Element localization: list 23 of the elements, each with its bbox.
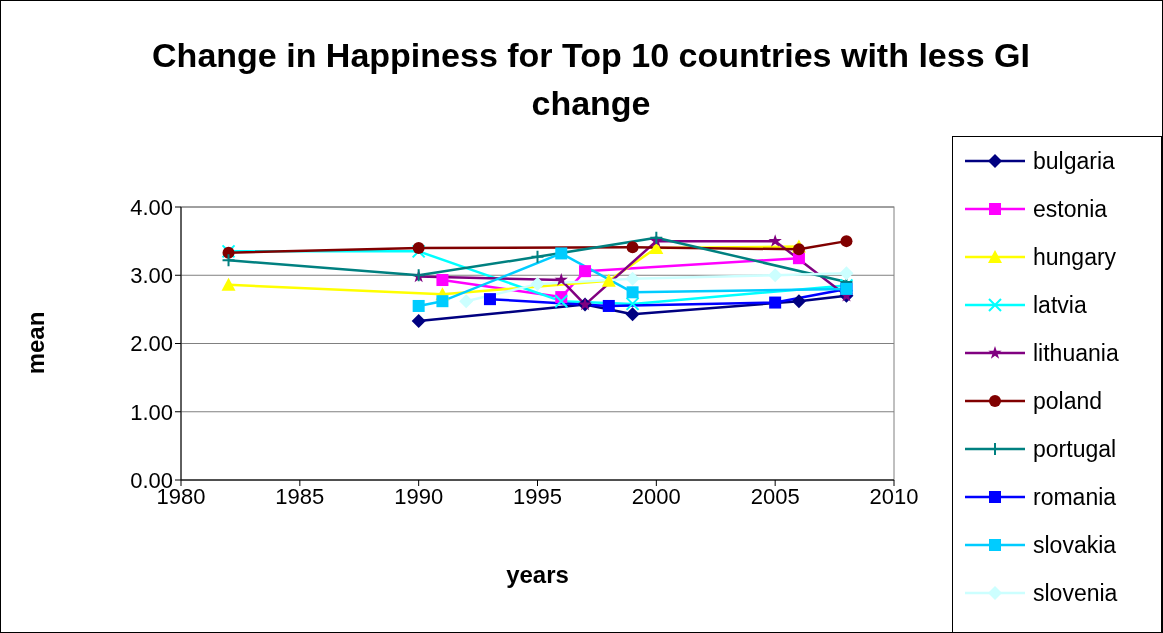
x-axis-title: years: [505, 561, 570, 589]
legend-label: romania: [1033, 483, 1117, 511]
legend-label: hungary: [1033, 243, 1117, 271]
legend-label: slovakia: [1033, 531, 1117, 559]
legend-label: estonia: [1033, 195, 1108, 223]
legend-label: slovenia: [1033, 579, 1118, 607]
y-tick-label: 4.00: [130, 194, 173, 220]
y-tick-label: 1.00: [130, 399, 173, 425]
legend-label: bulgaria: [1033, 147, 1115, 175]
y-axis-title: mean: [22, 311, 50, 375]
legend-label: portugal: [1033, 435, 1117, 463]
legend-label: poland: [1033, 387, 1103, 415]
x-tick-label: 1985: [275, 483, 325, 509]
x-tick-label: 1995: [513, 483, 562, 509]
legend-label: latvia: [1033, 291, 1087, 319]
legend-label: lithuania: [1033, 339, 1119, 367]
x-tick-label: 2005: [750, 483, 800, 509]
x-tick-label: 2010: [869, 483, 919, 509]
y-tick-label: 2.00: [130, 331, 173, 357]
y-tick-label: 3.00: [130, 263, 173, 289]
x-tick-label: 2000: [631, 483, 681, 509]
chart-title: Change in Happiness for Top 10 countries with less GI change: [151, 35, 1031, 124]
x-tick-label: 1990: [394, 483, 444, 509]
